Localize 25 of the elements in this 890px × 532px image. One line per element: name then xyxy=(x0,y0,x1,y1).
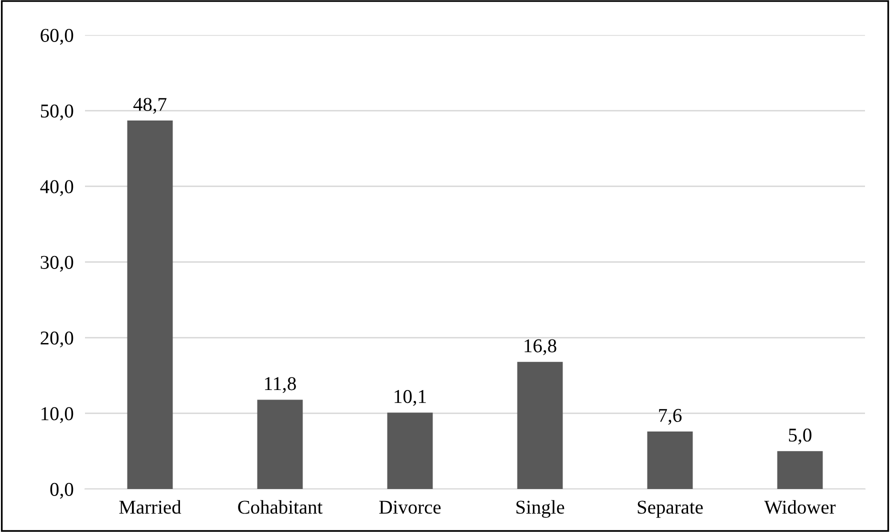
data-label: 5,0 xyxy=(788,428,812,444)
data-label: 48,7 xyxy=(133,98,166,114)
bar xyxy=(647,431,693,489)
bar xyxy=(777,451,823,489)
y-tick-label: 60,0 xyxy=(40,28,74,45)
y-tick-label: 40,0 xyxy=(40,180,74,196)
x-tick-label: Widower xyxy=(764,500,836,514)
y-tick-label: 30,0 xyxy=(40,256,74,272)
bar xyxy=(517,362,563,489)
x-tick-label: Divorce xyxy=(379,500,441,514)
x-tick-label: Separate xyxy=(638,500,703,518)
data-label: 16,8 xyxy=(524,339,556,356)
data-label: 10,1 xyxy=(394,390,426,406)
y-tick-label: 10,0 xyxy=(42,407,74,424)
bar xyxy=(127,120,173,489)
y-tick-label: 20,0 xyxy=(40,331,74,348)
data-label: 7,6 xyxy=(659,408,682,425)
data-label: 11,8 xyxy=(265,377,296,394)
y-tick-label: 50,0 xyxy=(40,104,74,120)
x-tick-label: Cohabitant xyxy=(238,500,323,514)
bar xyxy=(387,412,433,489)
y-tick-label: 0,0 xyxy=(50,482,74,499)
bar xyxy=(257,400,303,489)
x-tick-label: Married xyxy=(119,500,182,514)
x-tick-label: Single xyxy=(516,500,564,518)
